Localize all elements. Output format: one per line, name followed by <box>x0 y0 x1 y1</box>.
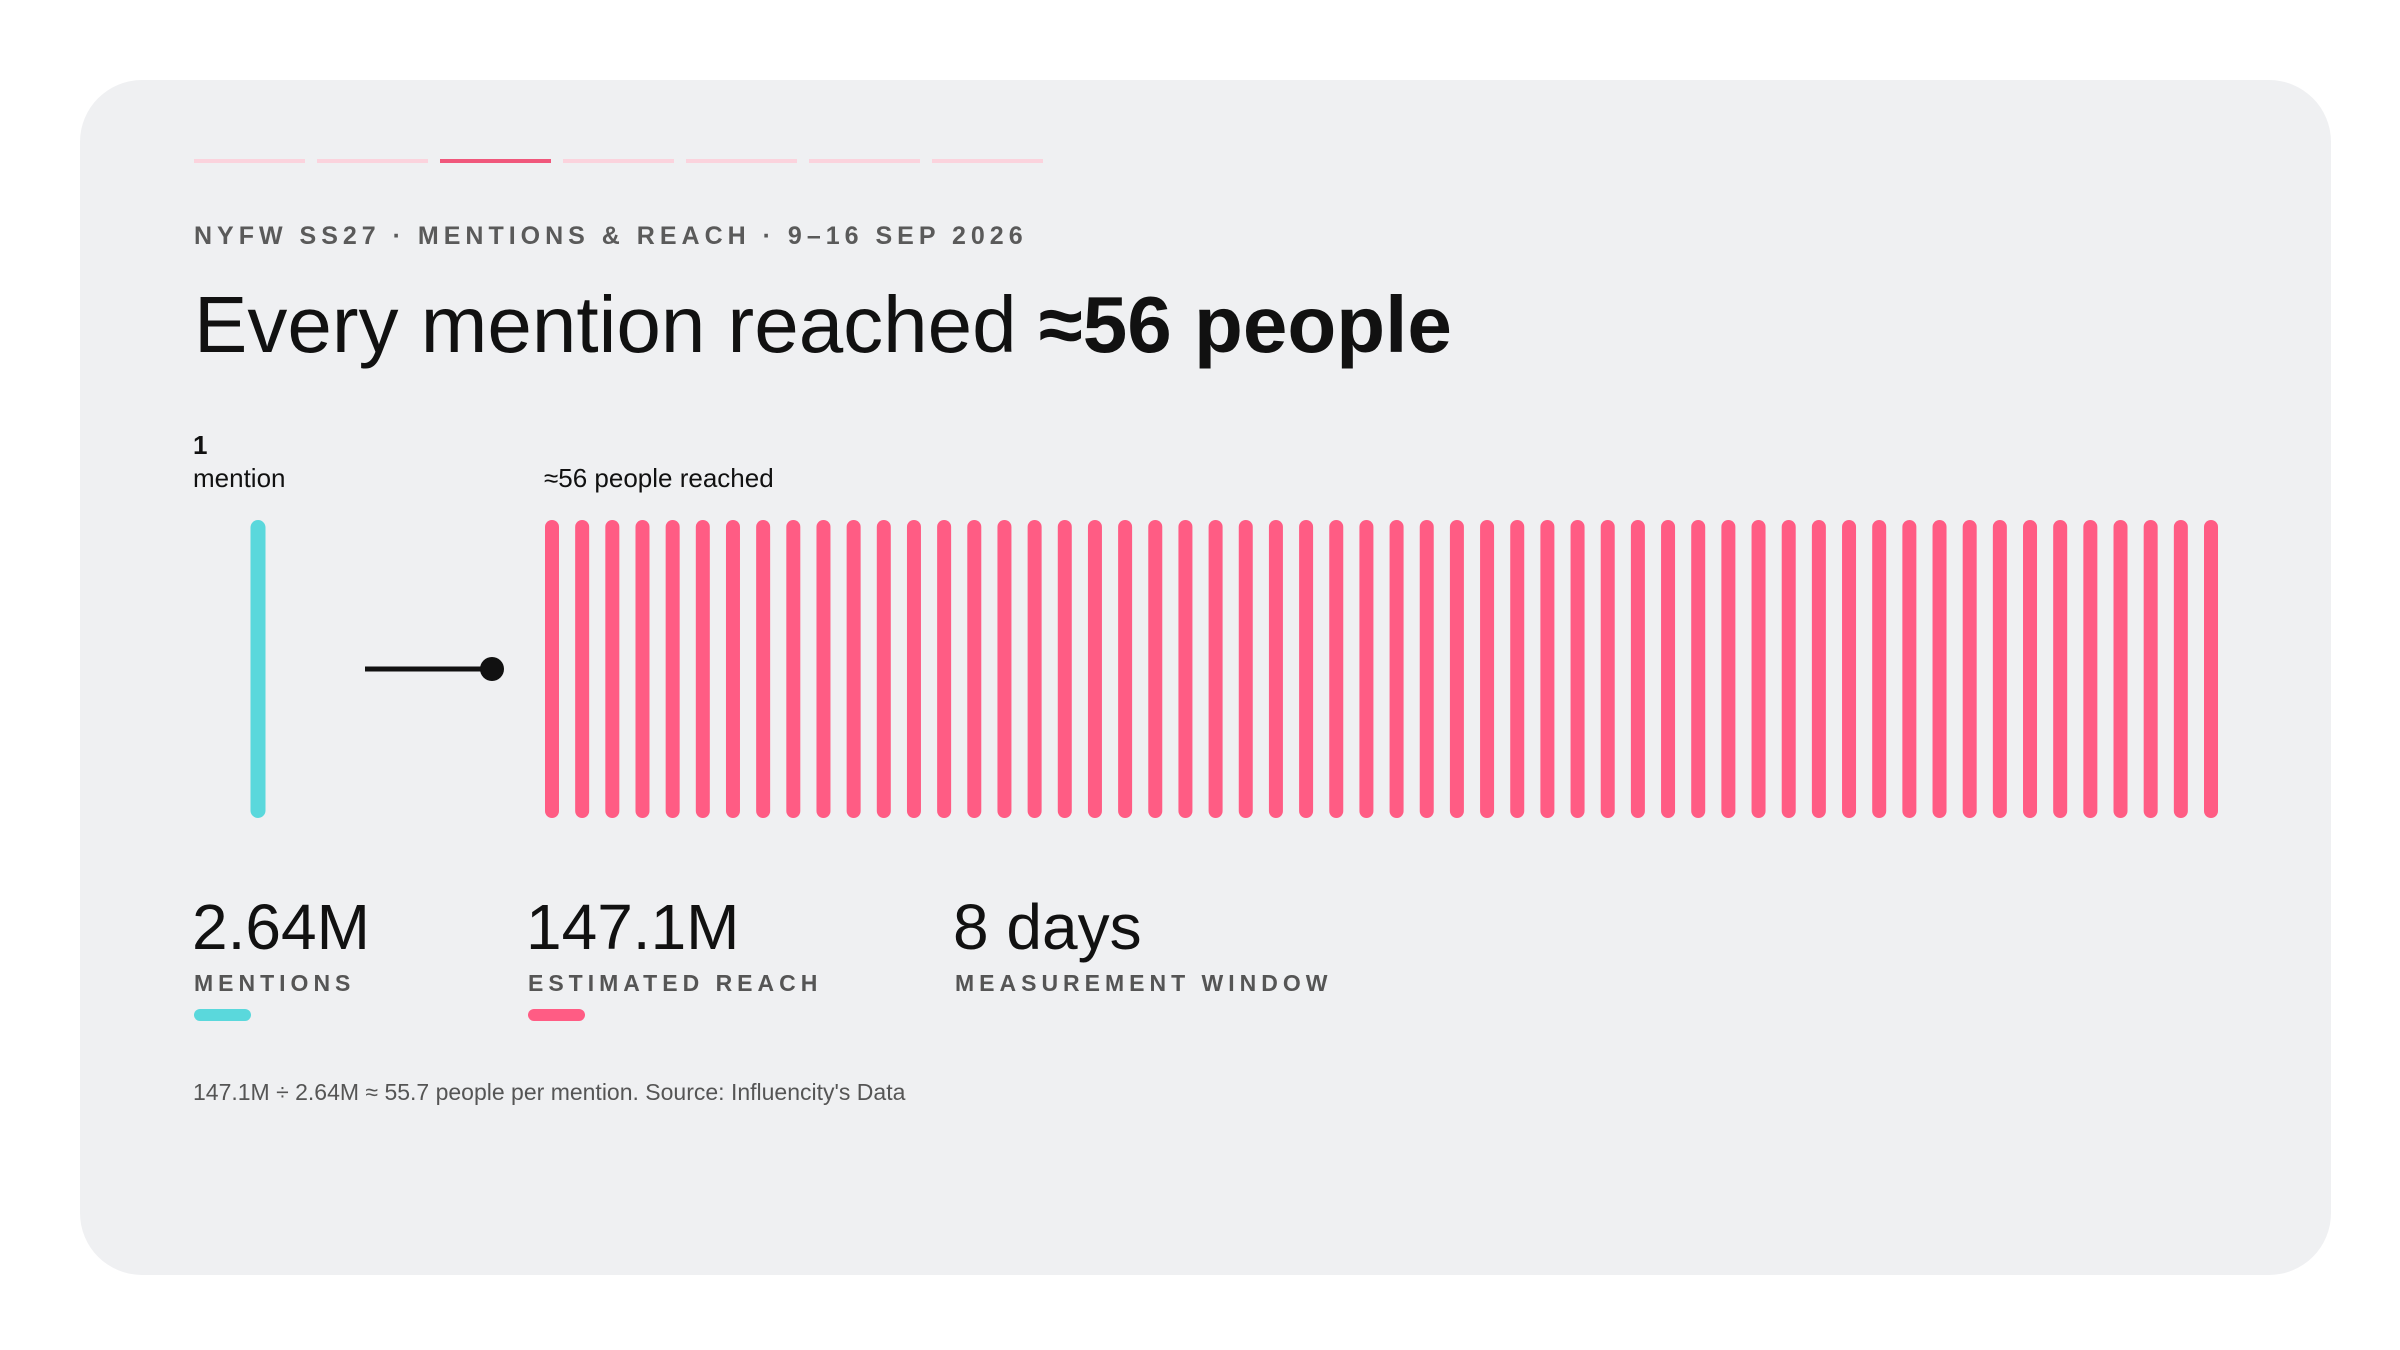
stat-value: 2.64M <box>192 891 370 963</box>
reach-bar <box>1268 520 1283 818</box>
progress-step <box>194 159 305 163</box>
reach-bar <box>846 520 861 818</box>
card <box>80 80 2331 1275</box>
reach-bar <box>1057 520 1072 818</box>
reach-bar <box>1630 520 1645 818</box>
reach-bar <box>1691 520 1706 818</box>
reach-bar <box>635 520 650 818</box>
progress <box>194 159 1043 163</box>
title: Every mention reached ≈56 people <box>194 280 1452 369</box>
stat-label: MENTIONS <box>194 970 355 996</box>
reach-bar <box>1962 520 1977 818</box>
reach-bar <box>1842 520 1857 818</box>
reach-bar <box>1811 520 1826 818</box>
reach-bar <box>1299 520 1314 818</box>
reach-bar <box>1480 520 1495 818</box>
progress-step <box>686 159 797 163</box>
reach-bar <box>906 520 921 818</box>
connector-dot <box>480 657 504 681</box>
reach-bar <box>665 520 680 818</box>
reach-bar <box>756 520 771 818</box>
reach-bar <box>1359 520 1374 818</box>
reach-bar <box>1087 520 1102 818</box>
reach-bar <box>575 520 590 818</box>
reach-bar <box>1118 520 1133 818</box>
stat-accent <box>194 1009 251 1021</box>
reach-bar <box>967 520 982 818</box>
reach-bar <box>695 520 710 818</box>
reach-bar <box>1751 520 1766 818</box>
stat-label: MEASUREMENT WINDOW <box>955 970 1332 996</box>
reach-bar <box>1570 520 1585 818</box>
reach-bar <box>1510 520 1525 818</box>
progress-step <box>317 159 428 163</box>
footnote: 147.1M ÷ 2.64M ≈ 55.7 people per mention… <box>193 1079 906 1105</box>
reach-bar <box>2083 520 2098 818</box>
reach-bar <box>2204 520 2218 818</box>
reach-bar <box>1540 520 1555 818</box>
reach-bar <box>786 520 801 818</box>
reach-bar <box>605 520 620 818</box>
eyebrow: NYFW SS27 · MENTIONS & REACH · 9–16 SEP … <box>194 222 1028 250</box>
reach-bar <box>1992 520 2007 818</box>
progress-step <box>563 159 674 163</box>
reach-bar <box>2053 520 2068 818</box>
reach-bar <box>1902 520 1917 818</box>
reach-bar <box>2143 520 2158 818</box>
reach-bar <box>1721 520 1736 818</box>
reach-bar <box>545 520 559 818</box>
reach-bar <box>2023 520 2038 818</box>
title-lead: Every mention reached <box>194 280 1039 369</box>
stat-value: 8 days <box>953 891 1142 963</box>
reach-bar <box>816 520 831 818</box>
progress-step <box>932 159 1043 163</box>
reach-bar <box>1027 520 1042 818</box>
reach-label: ≈56 people reached <box>544 463 774 493</box>
progress-step <box>809 159 920 163</box>
mention-count: 1 <box>193 430 207 460</box>
stat-value: 147.1M <box>526 891 739 963</box>
reach-bar <box>1600 520 1615 818</box>
progress-step-active <box>440 159 551 163</box>
reach-bar <box>997 520 1012 818</box>
mention-bar <box>250 520 266 818</box>
title-emphasis: ≈56 people <box>1039 280 1452 369</box>
reach-bar <box>876 520 891 818</box>
reach-bar <box>1148 520 1163 818</box>
stat-label: ESTIMATED REACH <box>528 970 822 996</box>
reach-bar <box>1932 520 1947 818</box>
reach-bar <box>1208 520 1223 818</box>
reach-bar <box>1329 520 1344 818</box>
reach-bar <box>1781 520 1796 818</box>
stat-accent <box>528 1009 585 1021</box>
reach-bar <box>1661 520 1676 818</box>
stats: 2.64M MENTIONS 147.1M ESTIMATED REACH 8 days… <box>192 891 1332 1021</box>
reach-bar <box>1449 520 1464 818</box>
reach-bar <box>2173 520 2188 818</box>
mention-label: mention <box>193 463 286 493</box>
pictogram <box>250 520 2218 818</box>
reach-bar <box>725 520 740 818</box>
reach-bar <box>937 520 952 818</box>
reach-bar <box>1389 520 1404 818</box>
reach-bar <box>2113 520 2128 818</box>
reach-bar <box>1419 520 1434 818</box>
reach-bar <box>1178 520 1193 818</box>
reach-bar <box>1238 520 1253 818</box>
reach-bar <box>1872 520 1887 818</box>
